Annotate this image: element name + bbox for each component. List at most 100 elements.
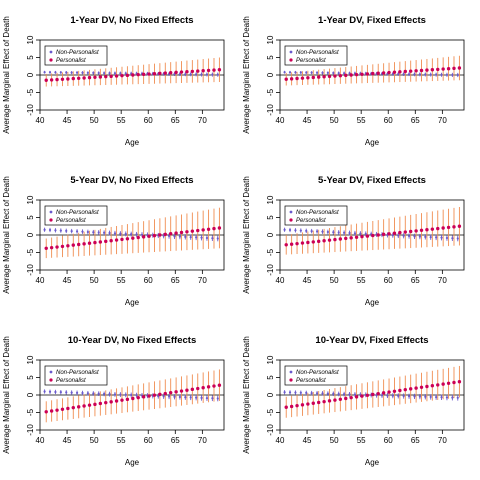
personalist-point: [109, 74, 113, 79]
y-tick-label: -5: [266, 248, 275, 256]
non-personalist-point: [359, 232, 362, 235]
personalist-point: [306, 402, 310, 406]
x-tick-label: 50: [330, 436, 339, 445]
non-personalist-point: [48, 228, 52, 232]
non-personalist-point: [445, 73, 449, 76]
personalist-point: [365, 72, 370, 76]
non-personalist-point: [54, 229, 57, 232]
personalist-point: [403, 230, 407, 234]
personalist-point: [284, 243, 288, 247]
personalist-point: [441, 226, 445, 230]
non-personalist-point: [407, 395, 411, 398]
x-tick-label: 50: [90, 276, 99, 285]
non-personalist-point: [97, 71, 100, 75]
legend-box: [284, 365, 348, 386]
personalist-point: [311, 75, 315, 80]
legend-box: [284, 45, 348, 66]
personalist-point: [168, 71, 173, 75]
non-personalist-point: [92, 392, 95, 395]
non-personalist-point: [283, 228, 286, 231]
personalist-point: [419, 228, 424, 233]
non-personalist-point: [326, 71, 329, 74]
x-tick-label: 65: [411, 116, 420, 125]
personalist-point: [338, 74, 343, 78]
non-personalist-point: [173, 235, 176, 238]
x-tick-label: 55: [357, 436, 366, 445]
personalist-point: [316, 239, 321, 244]
personalist-point: [436, 383, 440, 387]
non-personalist-point: [299, 71, 302, 74]
legend-marker: [49, 218, 53, 222]
personalist-point: [141, 72, 146, 77]
x-tick-label: 40: [36, 116, 45, 125]
non-personalist-point: [97, 392, 100, 395]
x-tick-label: 55: [357, 116, 366, 125]
non-personalist-point: [205, 396, 209, 400]
non-personalist-point: [70, 71, 73, 74]
x-tick-label: 60: [384, 436, 393, 445]
non-personalist-point: [97, 231, 100, 234]
personalist-point: [152, 71, 157, 76]
legend-marker: [289, 378, 293, 382]
non-personalist-point: [402, 73, 405, 76]
y-tick-label: 5: [266, 215, 275, 220]
x-tick-label: 55: [357, 276, 366, 285]
personalist-point: [381, 232, 386, 237]
non-personalist-point: [103, 392, 106, 396]
non-personalist-point: [92, 71, 95, 74]
personalist-point: [114, 399, 119, 403]
non-personalist-point: [435, 236, 438, 239]
personalist-point: [206, 227, 211, 231]
non-personalist-point: [348, 393, 351, 396]
non-personalist-point: [189, 396, 192, 399]
personalist-point: [381, 71, 386, 75]
non-personalist-point: [413, 73, 416, 76]
personalist-point: [436, 226, 440, 231]
personalist-point: [349, 73, 353, 77]
non-personalist-point: [326, 392, 329, 395]
personalist-point: [158, 71, 162, 76]
personalist-point: [327, 238, 332, 242]
non-personalist-point: [456, 73, 459, 77]
personalist-point: [141, 235, 146, 239]
non-personalist-point: [326, 230, 329, 234]
y-tick-label: 10: [266, 355, 275, 364]
legend-label: Personalist: [56, 218, 86, 224]
personalist-point: [163, 391, 167, 396]
personalist-point: [338, 237, 343, 241]
personalist-point: [452, 380, 456, 385]
personalist-point: [60, 407, 65, 412]
y-axis-label: Average Marginal Effect of Death: [2, 16, 11, 134]
non-personalist-point: [299, 391, 302, 394]
chart-title: 1-Year DV, Fixed Effects: [318, 15, 426, 26]
non-personalist-point: [294, 71, 297, 74]
personalist-point: [419, 385, 424, 389]
x-tick-label: 40: [276, 436, 285, 445]
y-tick-label: -5: [26, 408, 35, 416]
personalist-point: [289, 404, 294, 409]
personalist-point: [71, 76, 75, 81]
non-personalist-point: [294, 391, 297, 394]
personalist-point: [131, 396, 135, 401]
personalist-point: [125, 237, 130, 241]
personalist-point: [163, 232, 167, 237]
x-tick-label: 45: [63, 436, 72, 445]
x-tick-label: 70: [438, 116, 447, 125]
personalist-point: [360, 234, 364, 239]
x-tick-label: 55: [117, 436, 126, 445]
personalist-point: [93, 240, 97, 245]
non-personalist-point: [402, 234, 405, 237]
personalist-point: [354, 235, 359, 239]
non-personalist-point: [113, 393, 117, 396]
personalist-point: [300, 76, 305, 80]
non-personalist-point: [92, 231, 95, 234]
chart-title: 5-Year DV, No Fixed Effects: [70, 175, 193, 186]
personalist-point: [446, 225, 451, 230]
x-tick-label: 60: [144, 276, 153, 285]
legend-marker: [49, 370, 53, 374]
personalist-point: [403, 387, 407, 392]
y-tick-label: 10: [26, 355, 35, 364]
non-personalist-point: [167, 234, 171, 238]
personalist-point: [354, 395, 359, 399]
non-personalist-point: [288, 71, 292, 74]
